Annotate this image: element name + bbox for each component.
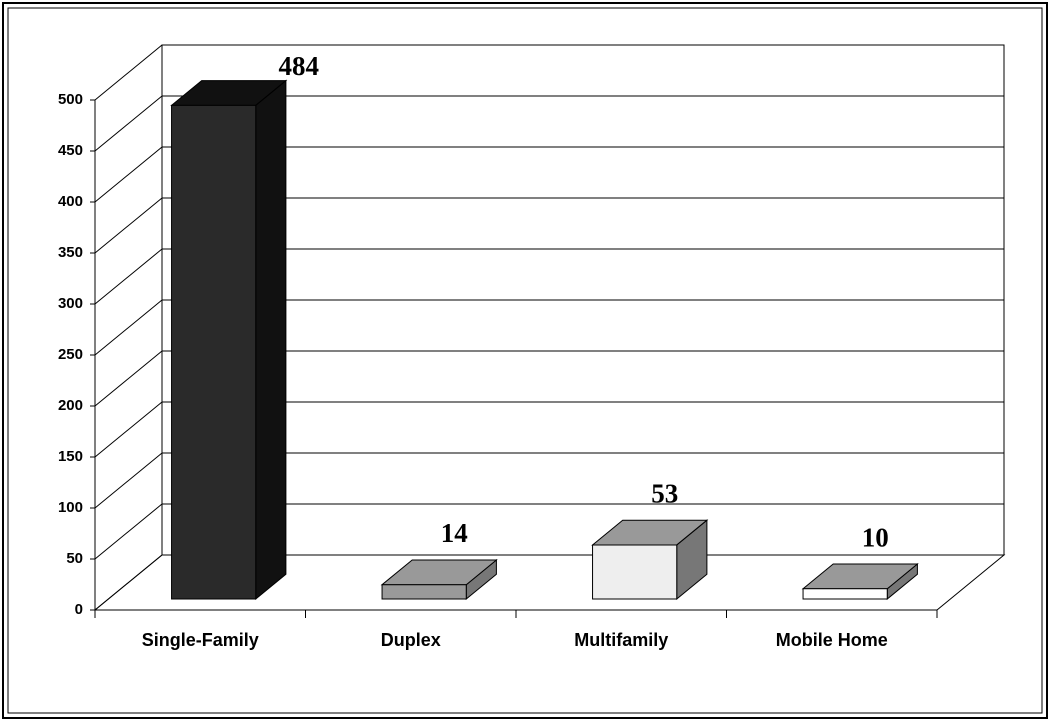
grid-line-side [94, 146, 163, 203]
x-tick-label: Multifamily [574, 630, 668, 650]
y-tick-label: 400 [58, 193, 83, 210]
data-label: 14 [441, 518, 468, 548]
grid-line-side [94, 44, 163, 101]
y-tick-label: 0 [75, 601, 83, 618]
grid-line-side [94, 503, 163, 560]
y-tick-label: 200 [58, 397, 83, 414]
data-label: 484 [279, 51, 320, 81]
bar [381, 584, 467, 600]
grid-line-side [94, 350, 163, 407]
grid-line-side [94, 452, 163, 509]
data-label: 53 [651, 478, 678, 508]
bar [592, 544, 678, 600]
x-tick-label: Duplex [381, 630, 441, 650]
grid-line-side [94, 197, 163, 254]
y-tick-label: 300 [58, 295, 83, 312]
x-tick-label: Mobile Home [776, 630, 888, 650]
y-tick-label: 500 [58, 91, 83, 108]
y-tick-label: 100 [58, 499, 83, 516]
bar [171, 104, 257, 600]
grid-line-side [94, 248, 163, 305]
grid-line-side [94, 401, 163, 458]
grid-line-side [94, 554, 163, 611]
y-tick-label: 50 [66, 550, 83, 567]
y-tick-label: 150 [58, 448, 83, 465]
bar [802, 588, 888, 600]
x-tick-label: Single-Family [142, 630, 259, 650]
y-tick-label: 450 [58, 142, 83, 159]
inner-border [7, 7, 1043, 714]
y-tick-label: 250 [58, 346, 83, 363]
grid-line-side [94, 95, 163, 152]
bar-side [255, 79, 287, 601]
y-tick-label: 350 [58, 244, 83, 261]
data-label: 10 [862, 522, 889, 552]
grid-line-side [94, 299, 163, 356]
